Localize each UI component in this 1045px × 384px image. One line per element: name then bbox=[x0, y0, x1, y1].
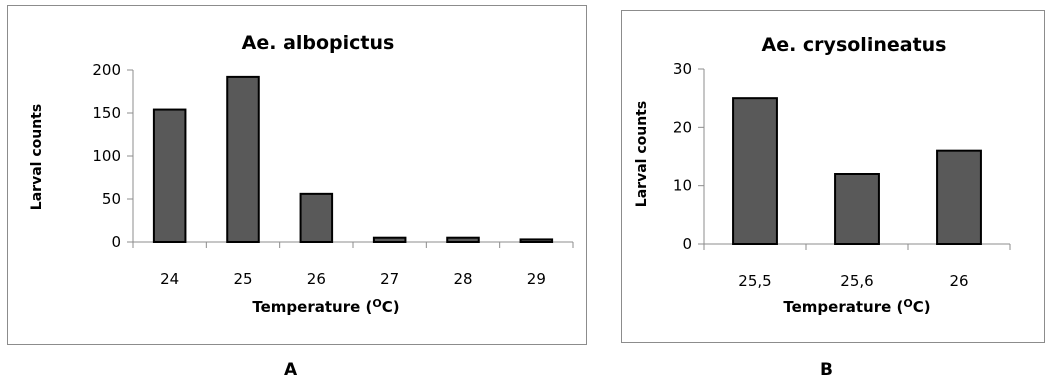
chart-0-bar bbox=[519, 238, 554, 243]
chart-0-y-tick-label: 50 bbox=[102, 190, 121, 208]
chart-a-title: Ae. albopictus bbox=[242, 32, 395, 54]
chart-0-y-tick-label: 100 bbox=[92, 147, 121, 165]
chart-0-y-tick-label: 150 bbox=[92, 104, 121, 122]
chart-a-xlabel-sup: O bbox=[372, 297, 381, 310]
chart-a-xlabel-main: Temperature ( bbox=[252, 298, 372, 316]
chart-0-bar bbox=[299, 192, 334, 243]
chart-1-x-tick-label: 26 bbox=[949, 272, 968, 290]
chart-b-plot: 0 10 20 30 25,5 25,6 26 bbox=[673, 60, 1011, 290]
chart-b-ylabel: Larval counts bbox=[634, 101, 650, 207]
chart-b-xlabel: Temperature (OC) bbox=[783, 297, 930, 316]
chart-0-x-tick-label: 25 bbox=[233, 270, 252, 288]
chart-0-y-tick-label: 0 bbox=[111, 233, 121, 251]
chart-0-bar bbox=[152, 108, 187, 243]
chart-0-y-tick-label: 200 bbox=[92, 61, 121, 79]
chart-a-xlabel-end: C) bbox=[382, 298, 400, 316]
chart-1-y-tick-label: 30 bbox=[673, 60, 692, 78]
chart-0-x-tick-label: 29 bbox=[527, 270, 546, 288]
panel-label-b: B bbox=[820, 360, 833, 380]
chart-b-svg: Ae. crysolineatus 0 10 20 30 25,5 25,6 26 Larv… bbox=[634, 34, 1011, 316]
chart-1-x-tick-label: 25,5 bbox=[738, 272, 771, 290]
chart-1-y-tick-label: 0 bbox=[682, 235, 692, 253]
panel-label-a: A bbox=[284, 360, 298, 380]
chart-0-x-tick-label: 27 bbox=[380, 270, 399, 288]
chart-b-title: Ae. crysolineatus bbox=[762, 34, 947, 56]
chart-1-bar bbox=[936, 149, 982, 246]
chart-1-y-tick-label: 20 bbox=[673, 118, 692, 136]
chart-1-bar bbox=[834, 173, 880, 245]
chart-0-bar bbox=[446, 236, 480, 243]
chart-0-x-tick-label: 26 bbox=[307, 270, 326, 288]
chart-0-bar bbox=[226, 75, 260, 243]
chart-a-xlabel: Temperature (OC) bbox=[252, 297, 399, 316]
chart-a-ylabel: Larval counts bbox=[29, 104, 45, 210]
chart-0-x-tick-label: 24 bbox=[160, 270, 179, 288]
chart-1-x-tick-label: 25,6 bbox=[840, 272, 873, 290]
chart-0-x-tick-label: 28 bbox=[453, 270, 472, 288]
chart-b-xlabel-sup: O bbox=[903, 297, 912, 310]
chart-1-bar bbox=[732, 97, 778, 245]
chart-0-bar bbox=[372, 236, 407, 243]
chart-panel-b: Ae. crysolineatus 0 10 20 30 25,5 25,6 26 Larv… bbox=[621, 10, 1045, 343]
chart-a-plot: 0 50 100 150 200 24 25 26 27 28 29 bbox=[92, 61, 574, 288]
chart-1-y-tick-label: 10 bbox=[673, 177, 692, 195]
chart-b-xlabel-end: C) bbox=[913, 298, 931, 316]
chart-panel-a: Ae. albopictus 0 50 100 150 200 24 25 26 27 28 29 … bbox=[7, 5, 587, 345]
chart-b-xlabel-main: Temperature ( bbox=[783, 298, 903, 316]
